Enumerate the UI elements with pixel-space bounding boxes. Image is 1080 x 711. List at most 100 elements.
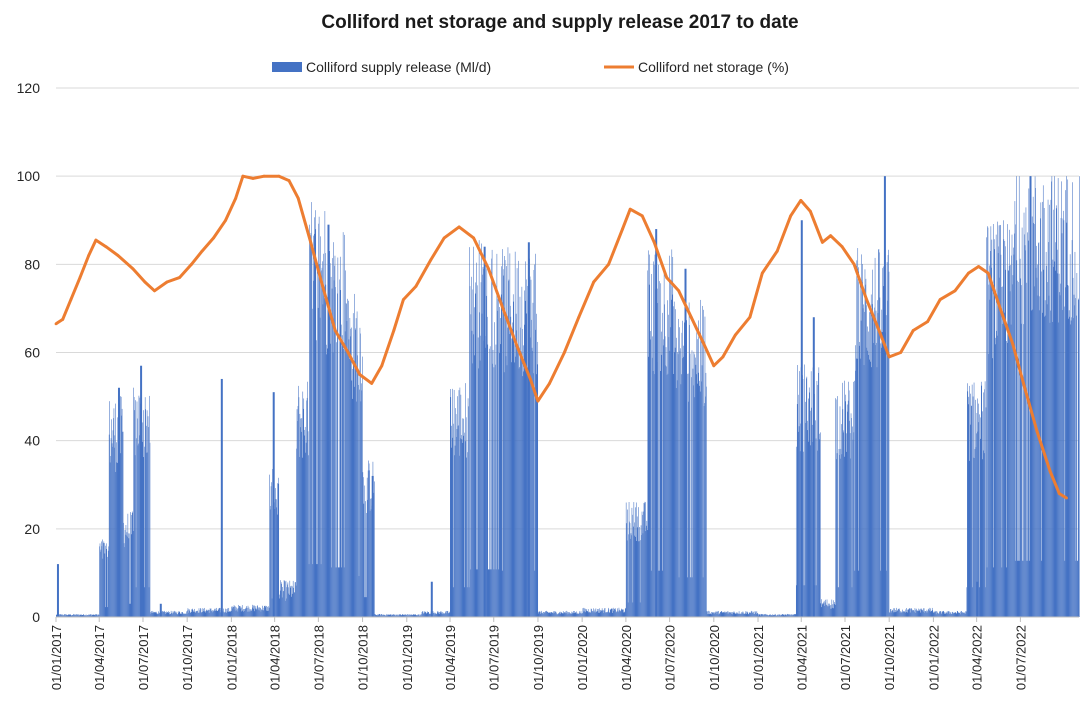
release-bar: [220, 612, 221, 617]
release-bar: [136, 438, 137, 617]
release-bar: [159, 613, 160, 617]
release-bar: [107, 550, 109, 617]
storage-point: [528, 377, 532, 381]
release-bar: [77, 614, 79, 617]
release-bar: [878, 249, 880, 618]
release-bar: [1010, 265, 1011, 617]
release-bar: [916, 610, 918, 617]
release-bar: [805, 401, 806, 617]
release-bar: [491, 249, 493, 617]
release-bar: [447, 611, 449, 617]
release-bar: [872, 269, 873, 617]
release-bar: [756, 611, 758, 617]
release-bar: [247, 605, 249, 617]
release-bar: [347, 352, 349, 617]
release-bar: [382, 614, 383, 617]
release-bar: [310, 232, 312, 618]
release-bar: [1017, 280, 1018, 617]
release-bar: [1058, 322, 1059, 617]
release-bar: [218, 608, 220, 617]
release-bar: [952, 611, 954, 617]
release-bar: [451, 425, 453, 617]
release-bar: [215, 610, 216, 617]
release-bar: [686, 577, 688, 617]
release-bar: [605, 612, 606, 617]
release-bar: [693, 385, 694, 617]
release-bar: [324, 211, 326, 618]
release-bar: [178, 612, 180, 617]
storage-point: [333, 329, 337, 332]
release-bar: [366, 477, 368, 617]
release-bar: [161, 612, 163, 617]
release-bar: [807, 430, 809, 617]
release-bar: [336, 342, 337, 617]
release-bar: [683, 356, 685, 617]
release-bar: [407, 614, 408, 617]
release-bar: [679, 327, 680, 617]
release-bar: [982, 450, 984, 617]
release-bar: [507, 327, 508, 617]
release-bar: [1008, 265, 1010, 617]
release-bar: [1022, 560, 1024, 617]
release-bar: [1053, 209, 1055, 617]
release-bar: [586, 611, 588, 617]
release-bar: [707, 614, 708, 617]
release-bar: [79, 615, 81, 617]
release-bar: [880, 343, 882, 617]
release-bar: [401, 615, 402, 617]
release-bar: [559, 611, 560, 617]
release-bar: [837, 587, 839, 617]
release-bar: [821, 603, 823, 617]
release-bar: [325, 284, 327, 617]
release-bar: [753, 611, 754, 617]
release-bar: [931, 611, 932, 617]
x-axis-ticks: 01/01/2017 01/04/2017 01/07/2017 01/10/2017…: [49, 617, 1028, 690]
release-bar: [637, 527, 638, 617]
release-bar: [293, 587, 294, 617]
release-bar: [1039, 310, 1040, 617]
release-bar: [566, 610, 567, 617]
release-bar: [610, 608, 612, 617]
release-bar: [915, 609, 916, 617]
release-bar: [224, 612, 225, 617]
release-bar: [1038, 242, 1040, 617]
release-bar: [1056, 249, 1058, 617]
release-bar: [377, 614, 379, 617]
storage-point: [94, 238, 98, 242]
release-bar: [533, 373, 534, 617]
release-bar: [482, 274, 483, 617]
release-bar: [718, 614, 720, 617]
release-bar: [473, 246, 474, 617]
release-bar: [410, 615, 411, 617]
release-bar: [666, 366, 667, 617]
release-bar: [413, 614, 415, 617]
release-bar: [786, 614, 788, 617]
release-bar: [1043, 207, 1045, 617]
release-bar: [906, 609, 908, 617]
release-bar: [807, 420, 808, 617]
release-bar: [627, 602, 629, 617]
storage-point: [1035, 430, 1039, 434]
release-bar: [583, 607, 585, 617]
release-bar: [364, 597, 365, 617]
release-bar: [75, 614, 77, 617]
release-bar: [130, 603, 132, 617]
release-bar: [989, 299, 991, 617]
release-bar: [242, 611, 244, 617]
release-bar: [468, 406, 469, 617]
release-bar: [899, 612, 901, 617]
release-bar: [327, 348, 328, 617]
release-bar: [907, 609, 909, 617]
release-bar: [338, 567, 340, 617]
release-bar: [200, 608, 202, 617]
release-bar: [178, 611, 179, 617]
release-bar: [918, 608, 920, 617]
release-bar: [765, 614, 767, 617]
release-bar: [854, 380, 855, 617]
release-bar: [585, 612, 587, 617]
release-bar: [281, 597, 283, 617]
release-bar: [537, 341, 539, 617]
release-bar: [486, 295, 487, 617]
release-bar: [672, 256, 674, 617]
release-bar: [564, 613, 566, 617]
